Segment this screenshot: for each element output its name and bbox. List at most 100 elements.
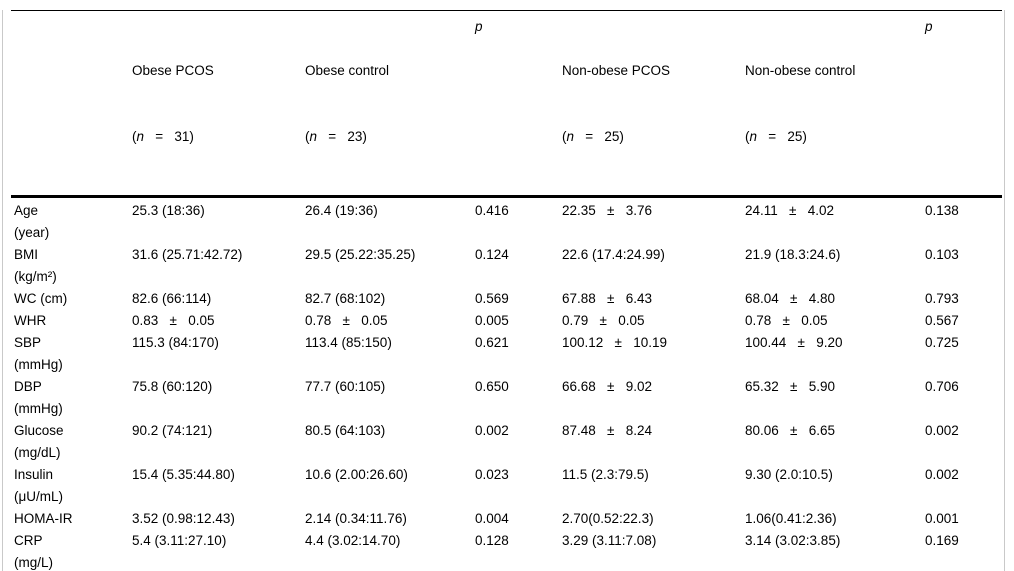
sample-size: (n = 25) — [745, 126, 925, 148]
value-nonobese-pcos: 66.68 ± 9.02 — [562, 379, 652, 394]
p-value-1: 0.023 — [475, 467, 509, 482]
header-empty — [11, 10, 132, 198]
n-symbol: n — [136, 129, 145, 144]
header-row: Obese PCOS (n = 31) Obese control (n = 2… — [11, 10, 1002, 198]
sample-size: (n = 23) — [305, 126, 475, 148]
value-nonobese-control: 21.9 (18.3:24.6) — [745, 247, 841, 262]
table-body: Age (year) 25.3 (18:36) 26.4 (19:36) 0.416 2… — [11, 197, 1002, 571]
table-row: WHR 0.83 ± 0.05 0.78 ± 0.05 0.005 0.79 ± 0.0… — [11, 310, 1002, 332]
value-obese-pcos: 82.6 (66:114) — [132, 291, 212, 306]
p-value-2: 0.169 — [925, 533, 959, 548]
row-label: CRP (mg/L) — [14, 533, 54, 570]
value-obese-control: 0.78 ± 0.05 — [305, 313, 388, 328]
value-nonobese-control: 80.06 ± 6.65 — [745, 423, 835, 438]
table-row: CRP (mg/L) 5.4 (3.11:27.10) 4.4 (3.02:14.7… — [11, 530, 1002, 571]
table-row: WC (cm) 82.6 (66:114) 82.7 (68:102) 0.569 67… — [11, 288, 1002, 310]
value-obese-control: 10.6 (2.00:26.60) — [305, 467, 408, 482]
value-obese-control: 4.4 (3.02:14.70) — [305, 533, 401, 548]
value-nonobese-pcos: 22.6 (17.4:24.99) — [562, 247, 665, 262]
value-nonobese-control: 68.04 ± 4.80 — [745, 291, 835, 306]
value-obese-pcos: 5.4 (3.11:27.10) — [132, 533, 227, 548]
table-row: Glucose (mg/dL) 90.2 (74:121) 80.5 (64:103… — [11, 420, 1002, 464]
row-label: Glucose (mg/dL) — [14, 423, 64, 460]
header-nonobese-control: Non-obese control (n = 25) — [745, 10, 925, 198]
value-nonobese-pcos: 0.79 ± 0.05 — [562, 313, 645, 328]
p-value-2: 0.567 — [925, 313, 959, 328]
paren: ( — [745, 129, 750, 144]
row-label: WC (cm) — [14, 291, 68, 306]
table-row: DBP (mmHg) 75.8 (60:120) 77.7 (60:105) 0.65… — [11, 376, 1002, 420]
value-obese-control: 113.4 (85:150) — [305, 335, 392, 350]
p-value-2: 0.002 — [925, 423, 959, 438]
paren: ( — [305, 129, 310, 144]
value-nonobese-pcos: 100.12 ± 10.19 — [562, 335, 667, 350]
value-nonobese-control: 24.11 ± 4.02 — [745, 203, 834, 218]
group-name: Non-obese PCOS — [562, 63, 671, 78]
value-obese-pcos: 15.4 (5.35:44.80) — [132, 467, 235, 482]
value-nonobese-control: 0.78 ± 0.05 — [745, 313, 828, 328]
row-label: HOMA-IR — [14, 511, 73, 526]
sample-size: (n = 25) — [562, 126, 745, 148]
table-row: Age (year) 25.3 (18:36) 26.4 (19:36) 0.416 2… — [11, 197, 1002, 245]
n-value: = 25) — [574, 129, 624, 144]
comparison-table: Obese PCOS (n = 31) Obese control (n = 2… — [11, 10, 1002, 571]
p-value-2: 0.138 — [925, 203, 959, 218]
p-value-2: 0.103 — [925, 247, 959, 262]
value-nonobese-pcos: 11.5 (2.3:79.5) — [562, 467, 649, 482]
value-nonobese-pcos: 67.88 ± 6.43 — [562, 291, 652, 306]
value-obese-control: 77.7 (60:105) — [305, 379, 386, 394]
value-nonobese-control: 9.30 (2.0:10.5) — [745, 467, 833, 482]
value-obese-pcos: 115.3 (84:170) — [132, 335, 219, 350]
value-obese-control: 80.5 (64:103) — [305, 423, 386, 438]
value-nonobese-pcos: 3.29 (3.11:7.08) — [562, 533, 657, 548]
value-obese-pcos: 25.3 (18:36) — [132, 203, 205, 218]
n-symbol: n — [566, 129, 575, 144]
value-obese-control: 29.5 (25.22:35.25) — [305, 247, 416, 262]
value-nonobese-control: 3.14 (3.02:3.85) — [745, 533, 841, 548]
row-label: SBP (mmHg) — [14, 335, 63, 372]
p-value-2: 0.706 — [925, 379, 959, 394]
table-row: HOMA-IR 3.52 (0.98:12.43) 2.14 (0.34:11.76… — [11, 508, 1002, 530]
value-obese-pcos: 31.6 (25.71:42.72) — [132, 247, 243, 262]
row-label: Age (year) — [14, 203, 50, 240]
p-value-2: 0.793 — [925, 291, 959, 306]
header-obese-control: Obese control (n = 23) — [305, 10, 475, 198]
header-nonobese-pcos: Non-obese PCOS (n = 25) — [562, 10, 745, 198]
paren: ( — [562, 129, 567, 144]
p-value-1: 0.002 — [475, 423, 509, 438]
value-obese-control: 2.14 (0.34:11.76) — [305, 511, 407, 526]
value-obese-pcos: 90.2 (74:121) — [132, 423, 213, 438]
n-value: = 25) — [757, 129, 807, 144]
n-symbol: n — [749, 129, 758, 144]
value-nonobese-pcos: 87.48 ± 8.24 — [562, 423, 652, 438]
sample-size: (n = 31) — [132, 126, 305, 148]
p-value-2: 0.002 — [925, 467, 959, 482]
p-value-1: 0.416 — [475, 203, 509, 218]
group-name: Obese control — [305, 63, 390, 78]
p-value-1: 0.621 — [475, 335, 509, 350]
table-row: BMI (kg/m²) 31.6 (25.71:42.72) 29.5 (25.22… — [11, 244, 1002, 288]
row-label: BMI (kg/m²) — [14, 247, 57, 284]
row-label: DBP (mmHg) — [14, 379, 63, 416]
comparison-table-container: Obese PCOS (n = 31) Obese control (n = 2… — [2, 10, 1005, 571]
header-p-value-1: p — [475, 10, 562, 198]
value-obese-control: 26.4 (19:36) — [305, 203, 378, 218]
row-label: WHR — [14, 313, 47, 328]
row-label: Insulin (μU/mL) — [14, 467, 64, 504]
value-nonobese-pcos: 2.70(0.52:22.3) — [562, 511, 654, 526]
p-value-1: 0.569 — [475, 291, 509, 306]
value-nonobese-control: 100.44 ± 9.20 — [745, 335, 843, 350]
group-name: Obese PCOS — [132, 63, 214, 78]
n-symbol: n — [309, 129, 318, 144]
p-value-1: 0.124 — [475, 247, 509, 262]
value-nonobese-control: 1.06(0.41:2.36) — [745, 511, 837, 526]
paren: ( — [132, 129, 137, 144]
n-value: = 31) — [144, 129, 194, 144]
value-obese-pcos: 3.52 (0.98:12.43) — [132, 511, 235, 526]
table-row: Insulin (μU/mL) 15.4 (5.35:44.80) 10.6 (2.… — [11, 464, 1002, 508]
value-obese-control: 82.7 (68:102) — [305, 291, 386, 306]
p-value-1: 0.005 — [475, 313, 509, 328]
p-value-1: 0.004 — [475, 511, 509, 526]
p-value-1: 0.650 — [475, 379, 509, 394]
